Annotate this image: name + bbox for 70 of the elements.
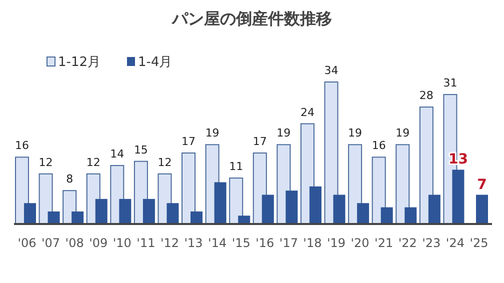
- x-tick-label: '18: [303, 236, 322, 250]
- bar: [214, 182, 226, 224]
- x-tick-label: '13: [184, 236, 203, 250]
- bar: [348, 144, 362, 224]
- bar: [357, 203, 370, 224]
- data-label: 15: [134, 143, 148, 156]
- bar: [262, 194, 274, 224]
- data-label: 19: [276, 126, 291, 140]
- x-tick-label: '19: [326, 236, 346, 250]
- bar: [380, 207, 393, 224]
- data-label: 16: [15, 139, 29, 152]
- bar: [419, 106, 434, 224]
- data-label: 19: [205, 126, 220, 140]
- bar: [476, 194, 488, 224]
- bar: [309, 186, 322, 224]
- data-label: 28: [419, 89, 434, 102]
- x-tick-label: '14: [208, 236, 227, 250]
- data-label: 12: [86, 156, 100, 169]
- x-tick-label: '09: [89, 236, 108, 250]
- bar: [24, 203, 36, 224]
- data-label: 34: [324, 64, 338, 77]
- x-tick-label: '07: [42, 236, 60, 250]
- x-tick-label: '16: [256, 236, 274, 250]
- bar: [119, 198, 132, 224]
- bar: [229, 178, 244, 224]
- bar: [404, 207, 417, 224]
- chart-title: パン屋の倒産件数推移: [171, 9, 332, 28]
- x-tick-label: '20: [350, 236, 370, 250]
- bar: [72, 211, 84, 224]
- bar: [333, 194, 346, 224]
- data-label: 14: [110, 148, 124, 161]
- bar: [142, 198, 155, 224]
- x-tick-label: '23: [422, 236, 441, 250]
- data-label: 17: [252, 135, 267, 148]
- x-tick-label: '11: [136, 236, 156, 250]
- data-label: 31: [443, 76, 458, 90]
- bar: [48, 211, 60, 224]
- bar: [324, 82, 338, 224]
- bar: [428, 194, 440, 224]
- data-label: 16: [372, 139, 386, 152]
- data-label: 17: [182, 135, 196, 148]
- data-label: 12: [38, 156, 53, 169]
- x-tick-label: '08: [65, 236, 84, 250]
- x-tick-label: '24: [446, 236, 464, 250]
- x-tick-label: '25: [470, 236, 488, 250]
- data-label: 24: [300, 106, 314, 119]
- bar: [238, 216, 250, 224]
- bar: [286, 190, 298, 224]
- bar: [372, 156, 386, 224]
- bar: [95, 198, 108, 224]
- x-tick-label: '22: [398, 236, 417, 250]
- bar: [190, 211, 203, 224]
- data-label: 11: [229, 160, 244, 174]
- data-label: 8: [66, 172, 74, 186]
- legend-label: 1-4月: [138, 55, 172, 70]
- x-tick-label: '10: [112, 236, 132, 250]
- x-tick-label: '15: [232, 236, 250, 250]
- data-label: 19: [396, 126, 410, 140]
- bar: [396, 144, 410, 224]
- data-label: 12: [158, 156, 172, 169]
- bar: [452, 170, 464, 224]
- x-tick-label: '12: [160, 236, 180, 250]
- x-tick-label: '21: [374, 236, 394, 250]
- x-tick-label: '06: [18, 236, 36, 250]
- data-label: 19: [348, 126, 362, 140]
- bar: [166, 203, 179, 224]
- legend-label: 1-12月: [58, 55, 101, 70]
- bar: [182, 152, 196, 224]
- x-tick-label: '17: [279, 236, 298, 250]
- data-label: 7: [477, 176, 487, 193]
